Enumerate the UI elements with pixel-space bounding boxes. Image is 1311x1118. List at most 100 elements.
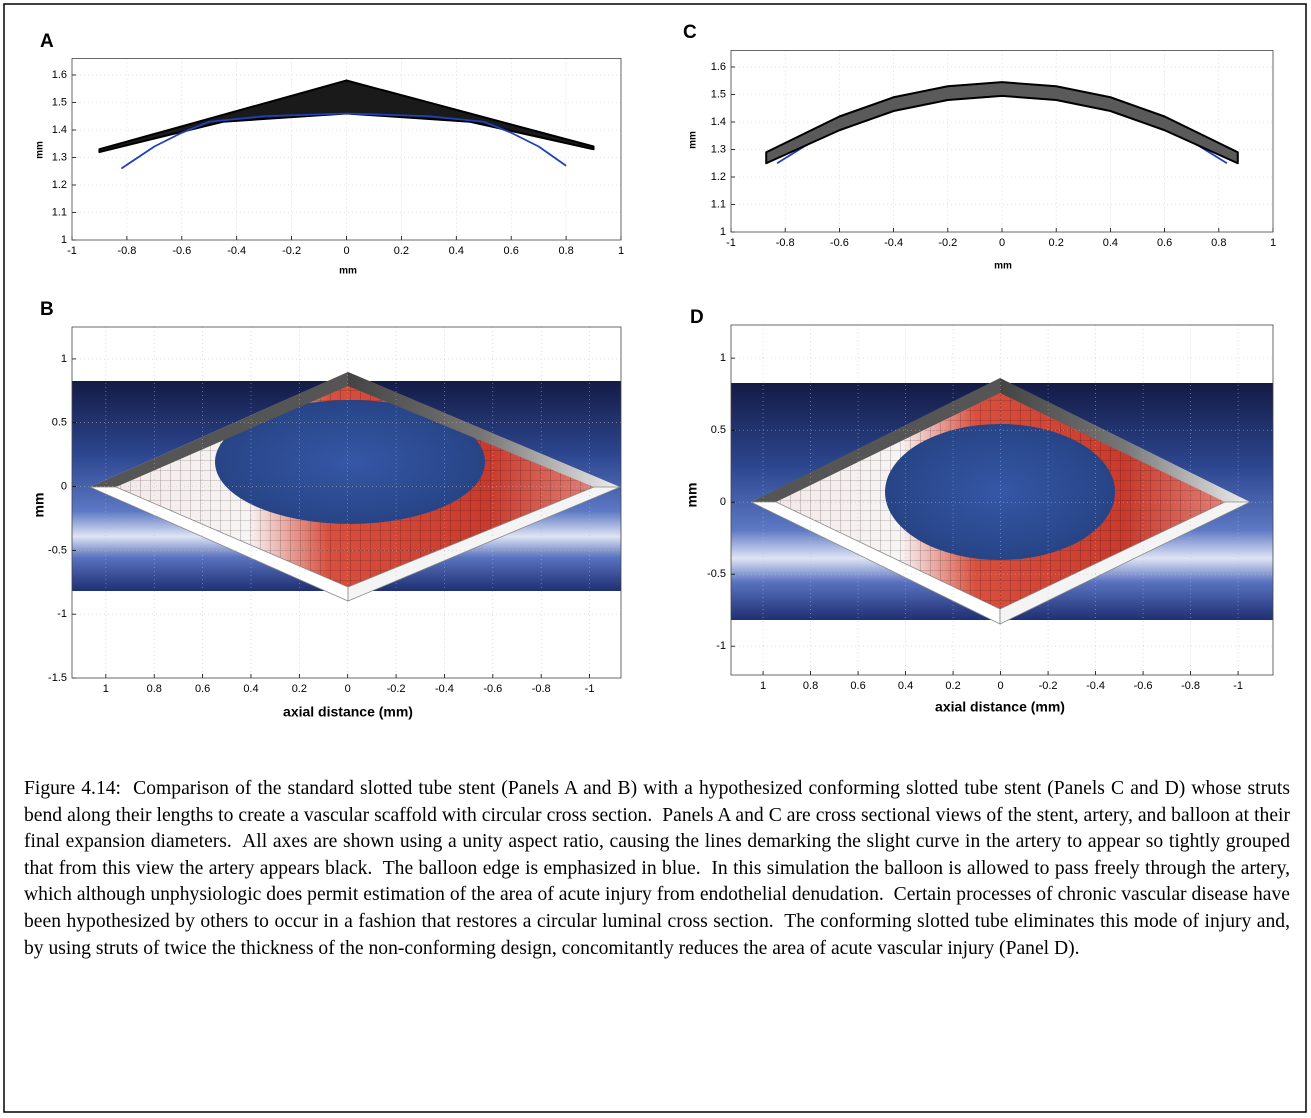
y-tick-label: -1 <box>57 608 67 620</box>
x-axis-label: mm <box>994 261 1012 272</box>
y-tick-label: 1.6 <box>52 69 67 81</box>
caption: Figure 4.14: Comparison of the standard … <box>24 778 1295 959</box>
x-tick-label: -0.2 <box>282 245 301 257</box>
x-tick-label: 0.8 <box>558 245 573 257</box>
x-tick-label: 0.6 <box>504 245 519 257</box>
panel-b-image <box>72 372 621 602</box>
x-tick-label: -0.2 <box>387 683 406 695</box>
y-tick-label: 0 <box>720 496 726 508</box>
y-tick-label: 1 <box>720 226 726 238</box>
x-tick-label: -0.4 <box>435 683 454 695</box>
strut <box>90 372 348 487</box>
y-tick-label: 1.3 <box>711 143 726 155</box>
panel-label: D <box>690 307 704 328</box>
panel: C 1 1.1 1.2 1.3 1.4 1.5 1.6 -1 -0.8 -0.6 -0.4 -0.2 0 0… <box>683 22 1276 272</box>
y-axis-label: mm <box>684 483 700 508</box>
y-tick-label: 1.1 <box>711 198 726 210</box>
y-tick-label: 0.5 <box>52 417 67 429</box>
x-tick-label: -0.6 <box>1134 680 1153 692</box>
x-tick-label: 0.2 <box>945 680 960 692</box>
x-tick-label: 0.6 <box>1157 237 1172 249</box>
strut <box>999 501 1251 625</box>
x-tick-label: -0.2 <box>1039 680 1058 692</box>
x-tick-label: 0.2 <box>1049 237 1064 249</box>
y-tick-label: 1.5 <box>52 96 67 108</box>
strut <box>1000 378 1250 502</box>
x-tick-label: 0.4 <box>1103 237 1118 249</box>
stent-outline <box>98 79 595 153</box>
x-tick-label: -0.8 <box>117 245 136 257</box>
lumen <box>215 400 485 524</box>
x-tick-label: 1 <box>1270 237 1276 249</box>
x-tick-label: 0.8 <box>147 683 162 695</box>
y-tick-label: 1.2 <box>52 179 67 191</box>
x-axis-label: axial distance (mm) <box>283 704 413 720</box>
x-tick-label: 0.2 <box>292 683 307 695</box>
y-axis-label: mm <box>31 493 47 518</box>
x-tick-label: -0.6 <box>830 237 849 249</box>
y-tick-label: -0.5 <box>48 544 67 556</box>
x-tick-label: -0.8 <box>776 237 795 249</box>
panel: A 1 1.1 1.2 1.3 1.4 1.5 1.6 -1 -0.8 -0.6 -0.4 -0.2 0 0… <box>35 31 624 277</box>
x-tick-label: 0.6 <box>850 680 865 692</box>
x-tick-label: -0.4 <box>227 245 246 257</box>
y-tick-label: 0.5 <box>711 424 726 436</box>
strut <box>348 372 620 487</box>
stent-outline <box>765 81 1239 165</box>
y-tick-label: 1 <box>61 234 67 246</box>
y-tick-label: 1.3 <box>52 151 67 163</box>
y-tick-label: 1.4 <box>711 116 726 128</box>
x-axis-label: mm <box>339 266 357 277</box>
y-tick-label: 1.6 <box>711 61 726 73</box>
x-tick-label: 0.4 <box>898 680 913 692</box>
axes-frame <box>71 58 622 241</box>
x-tick-label: -1 <box>585 683 595 695</box>
strut <box>751 378 1000 502</box>
y-tick-label: 0 <box>61 480 67 492</box>
x-tick-label: 1 <box>618 245 624 257</box>
x-tick-label: 0.4 <box>243 683 258 695</box>
y-tick-label: 1.5 <box>711 88 726 100</box>
panel-label: C <box>683 22 697 43</box>
y-axis-label: mm <box>35 141 46 159</box>
x-tick-label: -0.4 <box>884 237 903 249</box>
axes-frame <box>730 324 1274 676</box>
y-tick-label: -1.5 <box>48 672 67 684</box>
x-tick-label: 1 <box>760 680 766 692</box>
y-tick-label: -0.5 <box>707 568 726 580</box>
x-tick-label: 0.2 <box>394 245 409 257</box>
x-tick-label: -1 <box>67 245 77 257</box>
y-tick-label: 1 <box>61 353 67 365</box>
panel: D 1 0.5 0 -0.5 -1 1 0.8 0.6 0.4 0.2 0 -0.2 -0.4 -0.6 -0… <box>684 307 1274 715</box>
x-tick-label: 0.8 <box>1211 237 1226 249</box>
x-tick-label: -1 <box>726 237 736 249</box>
balloon-edge <box>120 112 567 170</box>
panel: B 1 0.5 0 -0.5 -1 -1.5 1 0.8 0.6 0.4 0.2 0 -0.2 -0.4 -0… <box>31 299 622 720</box>
panel-d-image <box>731 378 1273 625</box>
x-tick-label: 1 <box>103 683 109 695</box>
y-tick-label: 1.4 <box>52 124 67 136</box>
x-tick-label: 0.4 <box>449 245 464 257</box>
y-tick-label: 1.2 <box>711 171 726 183</box>
x-tick-label: -1 <box>1233 680 1243 692</box>
x-tick-label: -0.6 <box>483 683 502 695</box>
x-tick-label: 0.6 <box>195 683 210 695</box>
axes-frame <box>730 50 1274 233</box>
x-tick-label: 0 <box>345 683 351 695</box>
axes-frame <box>71 326 622 679</box>
x-tick-label: -0.2 <box>938 237 957 249</box>
y-tick-label: 1 <box>720 352 726 364</box>
lumen <box>885 424 1115 560</box>
y-axis-label: mm <box>688 131 699 149</box>
x-axis-label: axial distance (mm) <box>935 699 1065 715</box>
x-tick-label: 0.8 <box>803 680 818 692</box>
x-tick-label: 0 <box>998 680 1004 692</box>
x-tick-label: -0.6 <box>172 245 191 257</box>
x-tick-label: 0 <box>999 237 1005 249</box>
y-tick-label: 1.1 <box>52 206 67 218</box>
x-tick-label: -0.8 <box>1181 680 1200 692</box>
panel-label: A <box>40 31 54 52</box>
x-tick-label: -0.4 <box>1086 680 1105 692</box>
